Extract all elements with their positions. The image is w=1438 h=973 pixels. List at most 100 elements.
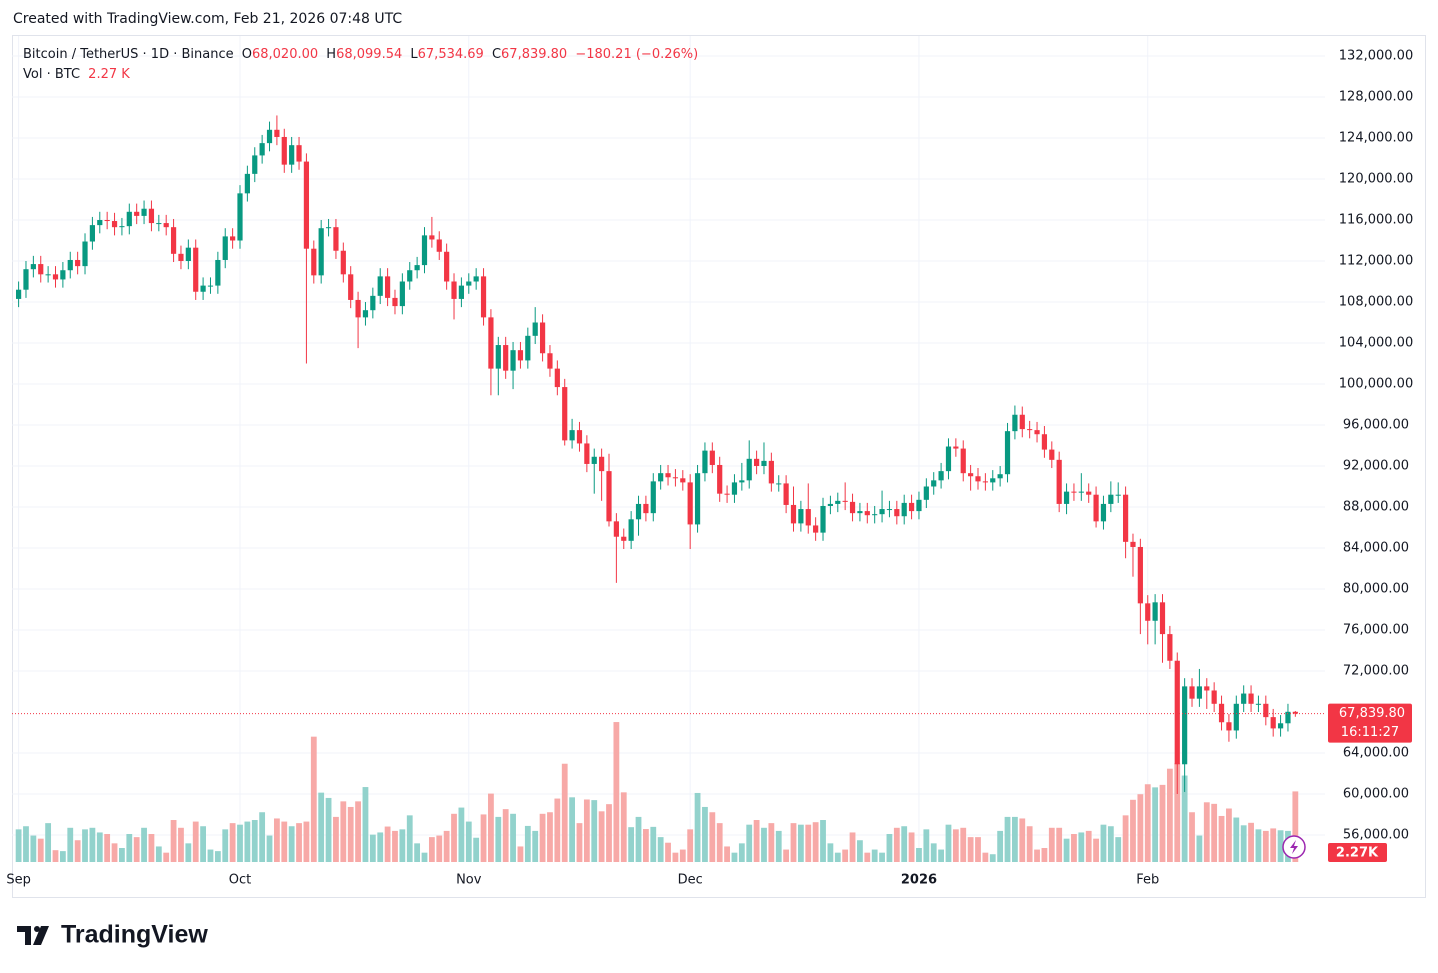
candle-body [1019,414,1025,430]
candle-body [849,501,856,514]
volume-bar [1107,826,1114,862]
volume-bar [30,835,37,862]
candle-body [200,285,206,292]
volume-bar [930,843,937,862]
volume-bar [222,829,229,862]
volume-bar [1240,825,1247,862]
alert-bolt [1290,840,1298,854]
alert-icon[interactable] [1282,835,1306,859]
volume-bar [1137,794,1144,862]
volume-bar [738,843,745,862]
volume-bar [576,823,583,862]
candle-body [916,499,922,512]
candle-body [857,511,863,514]
candle-body [325,227,332,229]
volume-bar [259,812,266,862]
candle-body [495,345,501,369]
volume-bar [229,823,236,862]
volume-bar [384,826,391,862]
volume-bar [1189,812,1195,862]
brand-name: TradingView [61,921,208,949]
candle-body [1027,429,1033,431]
volume-bar [783,849,790,862]
legend-low-label: L [410,47,418,62]
volume-bar [274,818,280,862]
volume-bar [1122,815,1129,862]
candle-body [318,228,324,276]
volume-bar [613,722,620,862]
candle-body [97,219,103,226]
candle-body [569,430,575,441]
candle-body [252,155,258,174]
candle-body [835,500,841,504]
y-tick-label: 112,000.00 [1339,253,1413,268]
candle-body [628,519,634,541]
volume-bar [554,798,561,862]
candle-body [385,276,391,298]
volume-bar [1211,803,1218,862]
volume-bar [1115,837,1122,862]
volume-bar [510,813,516,862]
volume-bar [1181,775,1188,862]
legend-open-label: O [242,47,252,62]
candle-body [1248,693,1254,704]
y-tick-label: 104,000.00 [1339,335,1413,350]
candle-body [724,493,730,495]
x-tick-label: 2026 [901,873,937,888]
candle-body [244,173,250,194]
volume-bar [864,852,871,862]
volume-bar [266,835,273,862]
candle-body [1255,703,1262,705]
volume-bar [1292,791,1299,862]
volume-bar [1233,817,1240,862]
candle-body [141,208,147,216]
candle-body [1233,703,1239,731]
volume-bar [724,846,730,862]
volume-bar [458,807,465,862]
candle-body [480,276,487,318]
volume-bar [761,827,767,862]
candle-body [1100,503,1107,522]
candle-body [680,478,686,483]
candle-body [119,226,125,228]
candle-body [340,250,346,275]
brand-logo: TradingView [17,921,208,949]
candle-body [348,274,354,300]
volume-bar [473,837,480,862]
volume-bar [820,820,826,862]
volume-bar [347,806,354,862]
legend-low: 67,534.69 [418,47,484,62]
volume-bar [687,829,694,862]
volume-bar [982,852,989,862]
candle-body [761,460,767,466]
logo-slash [33,926,49,945]
candle-body [1123,494,1129,542]
legend-high: 68,099.54 [336,47,402,62]
volume-bar [185,843,192,862]
volume-bar [1248,822,1254,862]
volume-bar [606,804,612,862]
candle-body [872,514,878,516]
volume-bar [200,826,206,862]
y-tick-label: 56,000.00 [1343,828,1409,843]
y-tick-label: 64,000.00 [1343,746,1409,761]
candle-body [923,486,929,500]
candle-body [1189,686,1195,699]
volume-bar [1085,830,1092,862]
legend-change: −180.21 (−0.26%) [575,47,698,62]
candle-body [827,503,833,506]
volume-bar [812,822,819,862]
volume-bar [1012,816,1018,862]
y-tick-label: 72,000.00 [1343,664,1409,679]
volume-bar [251,820,258,862]
volume-bar [923,829,930,862]
candle-body [650,481,656,514]
volume-bar [1166,768,1173,862]
volume-bar [768,823,775,862]
candle-body [392,297,398,307]
volume-bar [672,852,679,862]
candle-body [975,476,981,482]
logo-dot [34,926,40,932]
candle-body [1071,491,1077,493]
volume-bar [406,815,413,862]
